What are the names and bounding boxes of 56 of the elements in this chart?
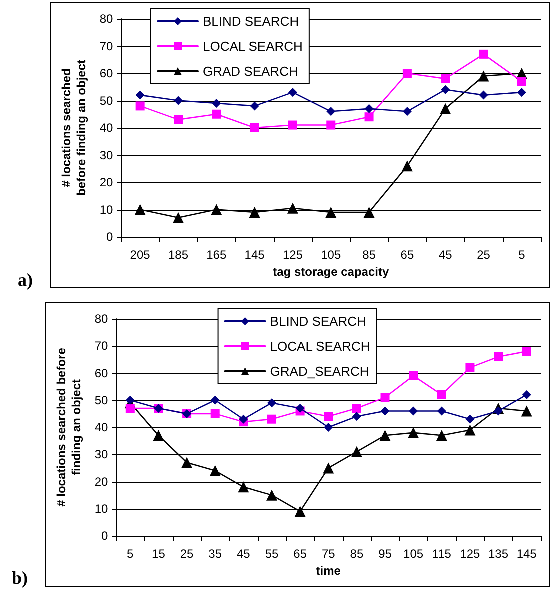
y-tick-label: 50 [100,94,114,108]
x-tick-label: 15 [152,547,166,561]
y-tick-label: 80 [94,312,109,326]
legend-label: GRAD_SEARCH [270,364,370,379]
y-axis-title: # locations searched before finding an object [54,348,84,507]
x-axis-title: tag storage capacity [273,264,390,279]
x-tick-label: 115 [432,547,452,561]
y-tick-label: 40 [94,420,109,434]
x-tick-label: 205 [130,248,151,262]
y-tick-label: 10 [100,202,114,217]
x-tick-label: 185 [168,248,189,262]
x-tick-label: 125 [282,248,304,262]
y-tick-label: 20 [94,474,109,489]
x-tick-label: 55 [265,547,279,561]
x-axis-title: time [316,564,342,578]
x-tick-label: 95 [378,547,392,561]
x-tick-label: 85 [350,547,364,561]
x-tick-label: 145 [516,547,538,561]
x-tick-label: 75 [322,547,336,561]
y-tick-label: 10 [94,502,109,516]
x-tick-label: 5 [127,547,134,561]
x-tick-label: 135 [488,547,509,561]
y-tick-label: 30 [94,448,109,462]
y-tick-label: 40 [100,121,114,135]
y-tick-label: 70 [100,39,114,54]
legend-label: GRAD SEARCH [203,64,298,79]
x-tick-label: 105 [404,547,424,561]
y-tick-label: 50 [94,393,109,408]
x-tick-label: 25 [477,248,491,262]
legend-label: BLIND SEARCH [203,14,300,29]
x-tick-label: 65 [400,248,414,262]
x-tick-label: 165 [206,248,227,262]
y-tick-label: 70 [94,339,109,354]
x-tick-label: 25 [180,547,194,561]
legend-label: LOCAL SEARCH [270,339,370,354]
y-tick-label: 60 [100,66,114,80]
x-tick-label: 145 [244,248,266,262]
y-tick-label: 20 [100,176,114,190]
y-tick-label: 80 [100,12,114,26]
x-tick-label: 45 [438,248,453,262]
y-tick-label: 30 [100,148,114,162]
x-tick-label: 65 [294,547,308,561]
x-tick-label: 105 [321,248,342,262]
x-tick-label: 125 [460,547,481,561]
legend-label: LOCAL SEARCH [203,39,303,54]
y-tick-label: 60 [94,366,109,380]
x-tick-label: 35 [208,547,222,561]
legend-label: BLIND SEARCH [270,314,366,329]
y-tick-label: 0 [102,529,109,543]
text: b) [12,568,28,589]
x-tick-label: 45 [236,547,251,561]
y-tick-label: 0 [106,230,114,244]
x-tick-label: 85 [362,248,376,262]
y-axis-title: # locations searched before finding an object [60,60,88,196]
x-tick-label: 5 [518,248,526,262]
text: a) [18,270,33,291]
